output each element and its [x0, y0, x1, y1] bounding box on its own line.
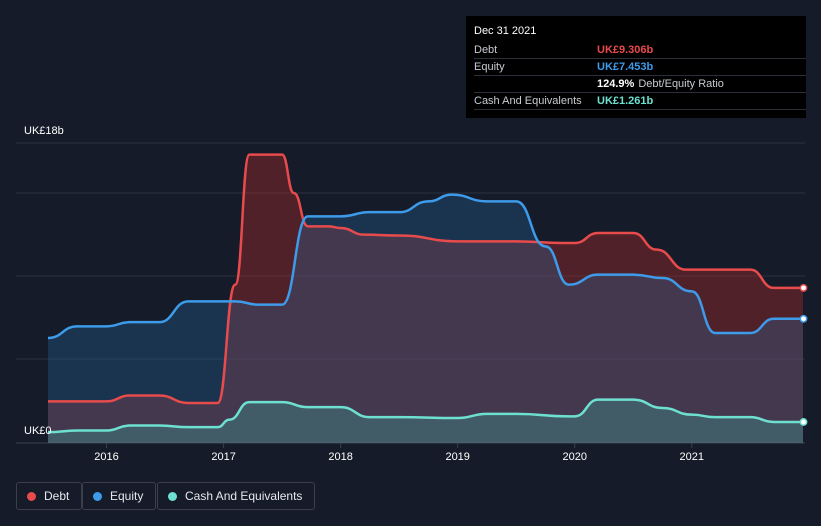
- legend-item-cash[interactable]: Cash And Equivalents: [157, 482, 316, 510]
- legend-label: Equity: [110, 489, 144, 503]
- legend-item-equity[interactable]: Equity: [82, 482, 157, 510]
- line-equity: [47, 193, 803, 340]
- legend-label: Debt: [44, 489, 70, 503]
- tooltip-value: UK£9.306b: [597, 44, 654, 56]
- tooltip-row-equity: Equity UK£7.453b: [474, 58, 806, 76]
- endpoint-equity: [799, 314, 808, 323]
- tooltip-row-cash: Cash And Equivalents UK£1.261b: [474, 92, 806, 110]
- endpoint-debt: [799, 283, 808, 292]
- tooltip-row-ratio: 124.9% Debt/Equity Ratio: [474, 75, 806, 93]
- x-tick-label: 2020: [562, 451, 587, 463]
- line-cash-and-equivalents: [47, 398, 803, 434]
- x-tick-label: 2017: [211, 451, 236, 463]
- tooltip-date: Dec 31 2021: [474, 25, 537, 37]
- tooltip-label: Cash And Equivalents: [474, 95, 582, 107]
- tooltip-value: UK£1.261b: [597, 95, 654, 107]
- tooltip-ratio-value: 124.9%: [597, 78, 635, 90]
- endpoint-cash-and-equivalents: [799, 418, 808, 426]
- area-debt: [48, 154, 803, 443]
- y-axis-max-label: UK£18b: [24, 125, 64, 137]
- tooltip-value: UK£7.453b: [597, 61, 654, 73]
- tooltip-label: Debt: [474, 44, 498, 56]
- tooltip-label: Equity: [474, 61, 505, 73]
- x-tick-label: 2019: [445, 451, 470, 463]
- line-debt: [47, 153, 803, 405]
- debt-dot-icon: [27, 491, 36, 501]
- legend-label: Cash And Equivalents: [185, 489, 303, 503]
- x-tick-label: 2016: [94, 451, 119, 463]
- tooltip-row-debt: Debt UK£9.306b: [474, 41, 806, 59]
- x-tick-label: 2021: [679, 451, 705, 463]
- area-cash-and-equivalents: [48, 399, 803, 443]
- y-axis-min-label: UK£0: [24, 425, 52, 437]
- tooltip-ratio-label: Debt/Equity Ratio: [638, 78, 724, 90]
- area-equity: [48, 194, 803, 443]
- legend-item-debt[interactable]: Debt: [16, 482, 83, 510]
- cash-dot-icon: [168, 491, 177, 501]
- x-tick-label: 2018: [328, 451, 353, 463]
- tooltip-panel: Dec 31 2021 Debt UK£9.306b Equity UK£7.4…: [466, 16, 806, 118]
- equity-dot-icon: [93, 491, 102, 501]
